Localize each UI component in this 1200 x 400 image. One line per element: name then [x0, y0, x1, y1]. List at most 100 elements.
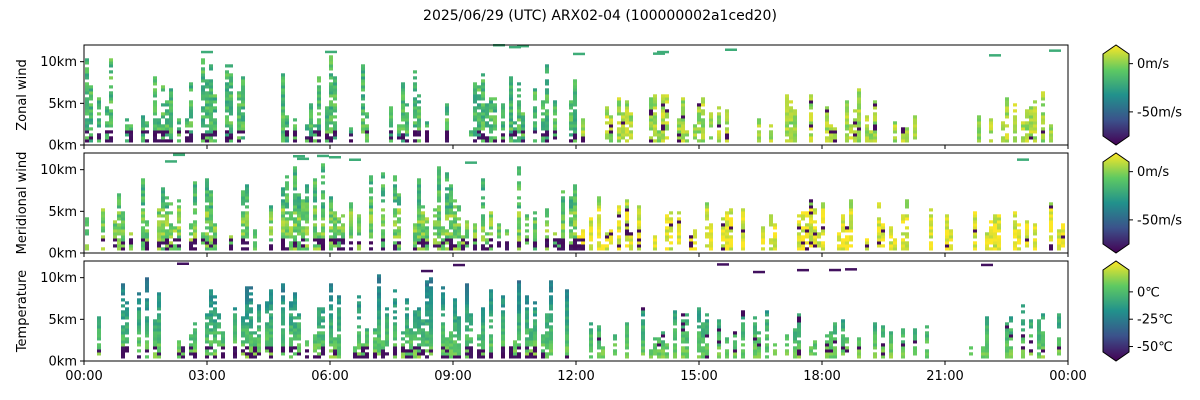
heatmap-cell [825, 334, 829, 338]
heatmap-cell [85, 217, 89, 221]
heatmap-cell [177, 226, 181, 230]
heatmap-cell [997, 226, 1001, 230]
heatmap-cell [173, 226, 177, 230]
heatmap-cell [501, 136, 505, 140]
heatmap-cell [757, 346, 761, 350]
heatmap-cell [733, 334, 737, 338]
heatmap-cell [333, 91, 337, 95]
heatmap-cell [109, 100, 113, 104]
heatmap-cell [209, 343, 213, 347]
heatmap-cell [809, 127, 813, 131]
heatmap-cell [545, 109, 549, 113]
heatmap-cell [269, 298, 273, 302]
heatmap-cell [189, 334, 193, 338]
heatmap-cell [481, 181, 485, 185]
heatmap-cell [801, 217, 805, 221]
heatmap-cell [697, 106, 701, 110]
heatmap-cell [857, 121, 861, 125]
heatmap-cell [621, 133, 625, 137]
heatmap-cell [509, 139, 513, 143]
heatmap-cell [281, 115, 285, 119]
heatmap-cell [809, 106, 813, 110]
heatmap-cell [425, 286, 429, 290]
heatmap-cell [769, 130, 773, 134]
heatmap-cell [465, 304, 469, 308]
heatmap-cell [1025, 109, 1029, 113]
heatmap-cell [381, 193, 385, 197]
heatmap-cell [625, 199, 629, 203]
heatmap-cell [329, 82, 333, 86]
heatmap-cell [469, 133, 473, 137]
heatmap-cell [153, 106, 157, 110]
heatmap-cell [329, 289, 333, 293]
heatmap-cell [225, 106, 229, 110]
heatmap-cell [649, 136, 653, 140]
heatmap-cell [973, 214, 977, 218]
heatmap-cell [857, 352, 861, 356]
heatmap-cell [873, 136, 877, 140]
heatmap-cell [417, 355, 421, 359]
heatmap-cell [649, 355, 653, 359]
heatmap-cell [813, 229, 817, 233]
heatmap-cell [169, 100, 173, 104]
heatmap-cell [541, 334, 545, 338]
heatmap-cell [213, 331, 217, 335]
chart-title: 2025/06/29 (UTC) ARX02-04 (100000002a1ce… [423, 8, 777, 24]
heatmap-cell [769, 139, 773, 143]
heatmap-cell [401, 115, 405, 119]
heatmap-cell [729, 229, 733, 233]
heatmap-cell [725, 109, 729, 113]
heatmap-cell [281, 85, 285, 89]
heatmap-cell [501, 124, 505, 128]
heatmap-cell [177, 208, 181, 212]
heatmap-cell [533, 310, 537, 314]
heatmap-cell [857, 139, 861, 143]
heatmap-cell [473, 109, 477, 113]
heatmap-cell [125, 130, 129, 134]
heatmap-cell [85, 106, 89, 110]
heatmap-cell [805, 223, 809, 227]
heatmap-cell [241, 322, 245, 326]
heatmap-cell [421, 232, 425, 236]
heatmap-cell [209, 214, 213, 218]
heatmap-cell [541, 349, 545, 353]
heatmap-cell [973, 244, 977, 248]
heatmap-cell [505, 232, 509, 236]
heatmap-cell [1049, 136, 1053, 140]
heatmap-cell [161, 223, 165, 227]
heatmap-cell [365, 331, 369, 335]
heatmap-cell [397, 220, 401, 224]
heatmap-cell [465, 328, 469, 332]
heatmap-cell [241, 100, 245, 104]
heatmap-cell [517, 355, 521, 359]
heatmap-cell [725, 136, 729, 140]
heatmap-cell [701, 112, 705, 116]
heatmap-cell [121, 352, 125, 356]
heatmap-cell [797, 244, 801, 248]
heatmap-cell [445, 133, 449, 137]
heatmap-cell [441, 313, 445, 317]
heatmap-cell [165, 160, 177, 163]
heatmap-cell [161, 139, 165, 143]
heatmap-cell [481, 331, 485, 335]
heatmap-cell [225, 103, 229, 107]
heatmap-cell [409, 334, 413, 338]
heatmap-cell [773, 349, 777, 353]
heatmap-cell [833, 337, 837, 341]
heatmap-cell [357, 310, 361, 314]
heatmap-cell [125, 307, 129, 311]
heatmap-cell [485, 109, 489, 113]
heatmap-cell [725, 355, 729, 359]
y-tick-label: 0km [49, 355, 77, 370]
heatmap-cell [157, 208, 161, 212]
heatmap-cell [681, 328, 685, 332]
heatmap-cell [733, 352, 737, 356]
heatmap-cell [361, 121, 365, 125]
heatmap-cell [453, 313, 457, 317]
heatmap-cell [269, 316, 273, 320]
heatmap-cell [297, 202, 301, 206]
heatmap-cell [421, 217, 425, 221]
heatmap-cell [137, 322, 141, 326]
heatmap-cell [189, 121, 193, 125]
heatmap-cell [997, 241, 1001, 245]
